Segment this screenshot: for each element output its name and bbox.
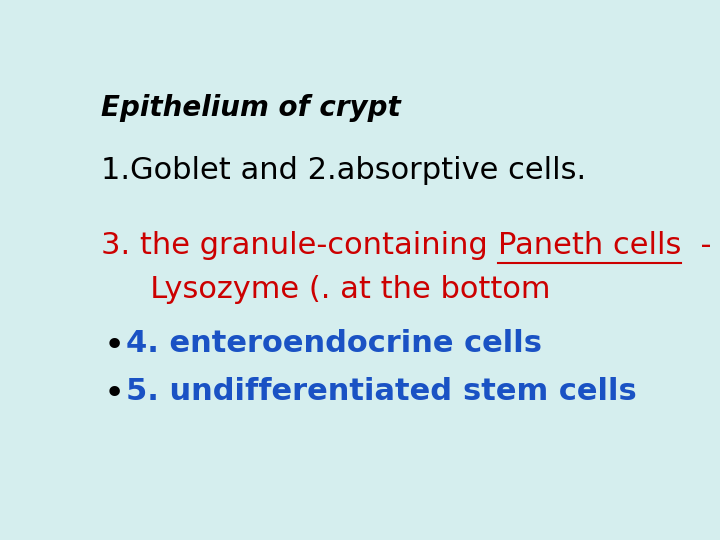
Text: 4. enteroendocrine cells: 4. enteroendocrine cells (126, 329, 542, 358)
Text: 3. the granule-containing: 3. the granule-containing (101, 231, 498, 260)
Text: Epithelium of crypt: Epithelium of crypt (101, 94, 401, 122)
Text: 1.Goblet and 2.absorptive cells.: 1.Goblet and 2.absorptive cells. (101, 156, 586, 185)
Text: •: • (104, 329, 125, 363)
Text: stem cells: stem cells (463, 377, 636, 406)
Text: Lysozyme (. at the bottom: Lysozyme (. at the bottom (121, 275, 550, 304)
Text: Paneth cells: Paneth cells (498, 231, 681, 260)
Text: 5. undifferentiated: 5. undifferentiated (126, 377, 463, 406)
Text: - produce: - produce (681, 231, 720, 260)
Text: •: • (104, 377, 125, 410)
